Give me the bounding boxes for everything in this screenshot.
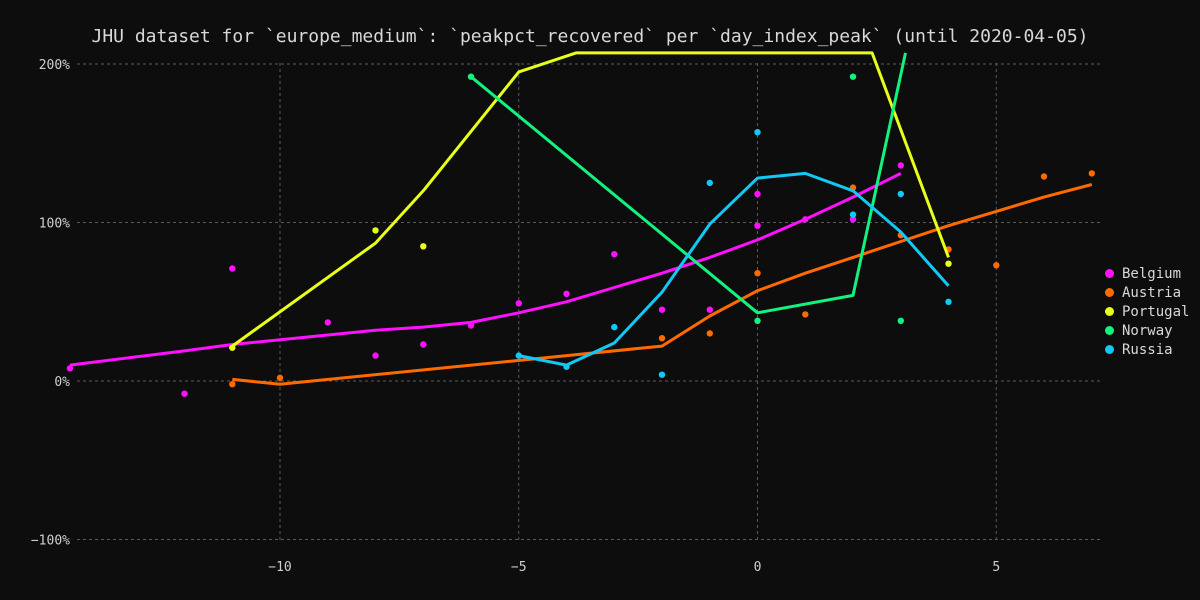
legend-label: Russia: [1122, 341, 1173, 358]
data-point: [515, 300, 522, 307]
data-point: [993, 262, 1000, 269]
data-point: [1040, 173, 1048, 180]
data-point: [849, 73, 857, 80]
legend-item-portugal[interactable]: Portugal: [1105, 302, 1189, 321]
series-line: [232, 183, 1093, 386]
series-austria: [229, 170, 1096, 388]
legend-item-belgium[interactable]: Belgium: [1105, 264, 1189, 283]
legend-label: Austria: [1122, 284, 1182, 301]
data-point: [229, 344, 236, 351]
data-point: [229, 381, 236, 388]
legend-item-russia[interactable]: Russia: [1105, 340, 1189, 359]
x-tick-label: −10: [268, 560, 291, 575]
data-point: [897, 190, 904, 198]
data-point: [658, 335, 666, 342]
legend-marker: [1105, 326, 1114, 335]
data-point: [181, 390, 188, 397]
x-tick-label: 5: [992, 560, 1000, 575]
data-point: [802, 311, 809, 318]
series-russia: [515, 129, 952, 378]
data-point: [706, 179, 713, 187]
data-point: [754, 222, 761, 229]
data-point: [467, 73, 475, 80]
series-norway: [467, 52, 907, 324]
y-tick-label: 0%: [54, 375, 70, 390]
x-tick-label: −5: [511, 560, 527, 575]
legend-item-norway[interactable]: Norway: [1105, 321, 1189, 340]
data-point: [897, 317, 904, 324]
data-point: [372, 352, 379, 359]
data-point: [324, 319, 331, 326]
legend-marker: [1105, 288, 1114, 297]
series: [66, 51, 1096, 397]
data-point: [897, 162, 904, 169]
legend-item-austria[interactable]: Austria: [1105, 283, 1189, 302]
data-point: [754, 317, 761, 324]
legend-marker: [1105, 345, 1114, 354]
data-point: [754, 129, 761, 136]
legend: Belgium Austria Portugal Norway Russia: [1105, 264, 1189, 359]
y-tick-label: −100%: [31, 534, 70, 549]
data-point: [66, 365, 74, 372]
data-point: [945, 260, 952, 267]
data-point: [420, 341, 427, 348]
data-point: [229, 265, 236, 272]
legend-marker: [1105, 307, 1114, 316]
data-point: [754, 270, 761, 277]
data-point: [658, 371, 666, 378]
data-point: [515, 352, 522, 359]
data-point: [563, 363, 570, 370]
series-line: [69, 172, 902, 367]
axis-labels: −100% 0% 100% 200% −10 −5 0 5: [31, 58, 1000, 575]
legend-label: Portugal: [1122, 303, 1190, 320]
data-point: [372, 227, 379, 234]
data-point: [276, 374, 284, 381]
series-portugal: [229, 51, 952, 351]
data-point: [849, 216, 857, 223]
legend-label: Norway: [1122, 322, 1173, 339]
chart-title: JHU dataset for `europe_medium`: `peakpc…: [92, 26, 1089, 47]
data-point: [802, 216, 809, 223]
y-tick-label: 200%: [39, 58, 70, 73]
data-point: [1088, 170, 1096, 177]
legend-label: Belgium: [1122, 265, 1182, 282]
data-point: [611, 323, 618, 331]
data-point: [611, 251, 618, 258]
data-point: [706, 306, 713, 313]
data-point: [849, 211, 857, 218]
y-tick-label: 100%: [39, 217, 70, 232]
series-line: [470, 52, 907, 315]
data-point: [420, 243, 427, 250]
legend-marker: [1105, 269, 1114, 278]
data-point: [467, 322, 475, 329]
series-belgium: [66, 162, 904, 397]
data-point: [706, 330, 713, 337]
data-point: [658, 306, 666, 313]
series-line: [231, 51, 950, 348]
data-point: [945, 298, 952, 305]
x-tick-label: 0: [754, 560, 762, 575]
series-line: [518, 171, 950, 367]
data-point: [754, 190, 761, 198]
data-point: [563, 290, 570, 297]
